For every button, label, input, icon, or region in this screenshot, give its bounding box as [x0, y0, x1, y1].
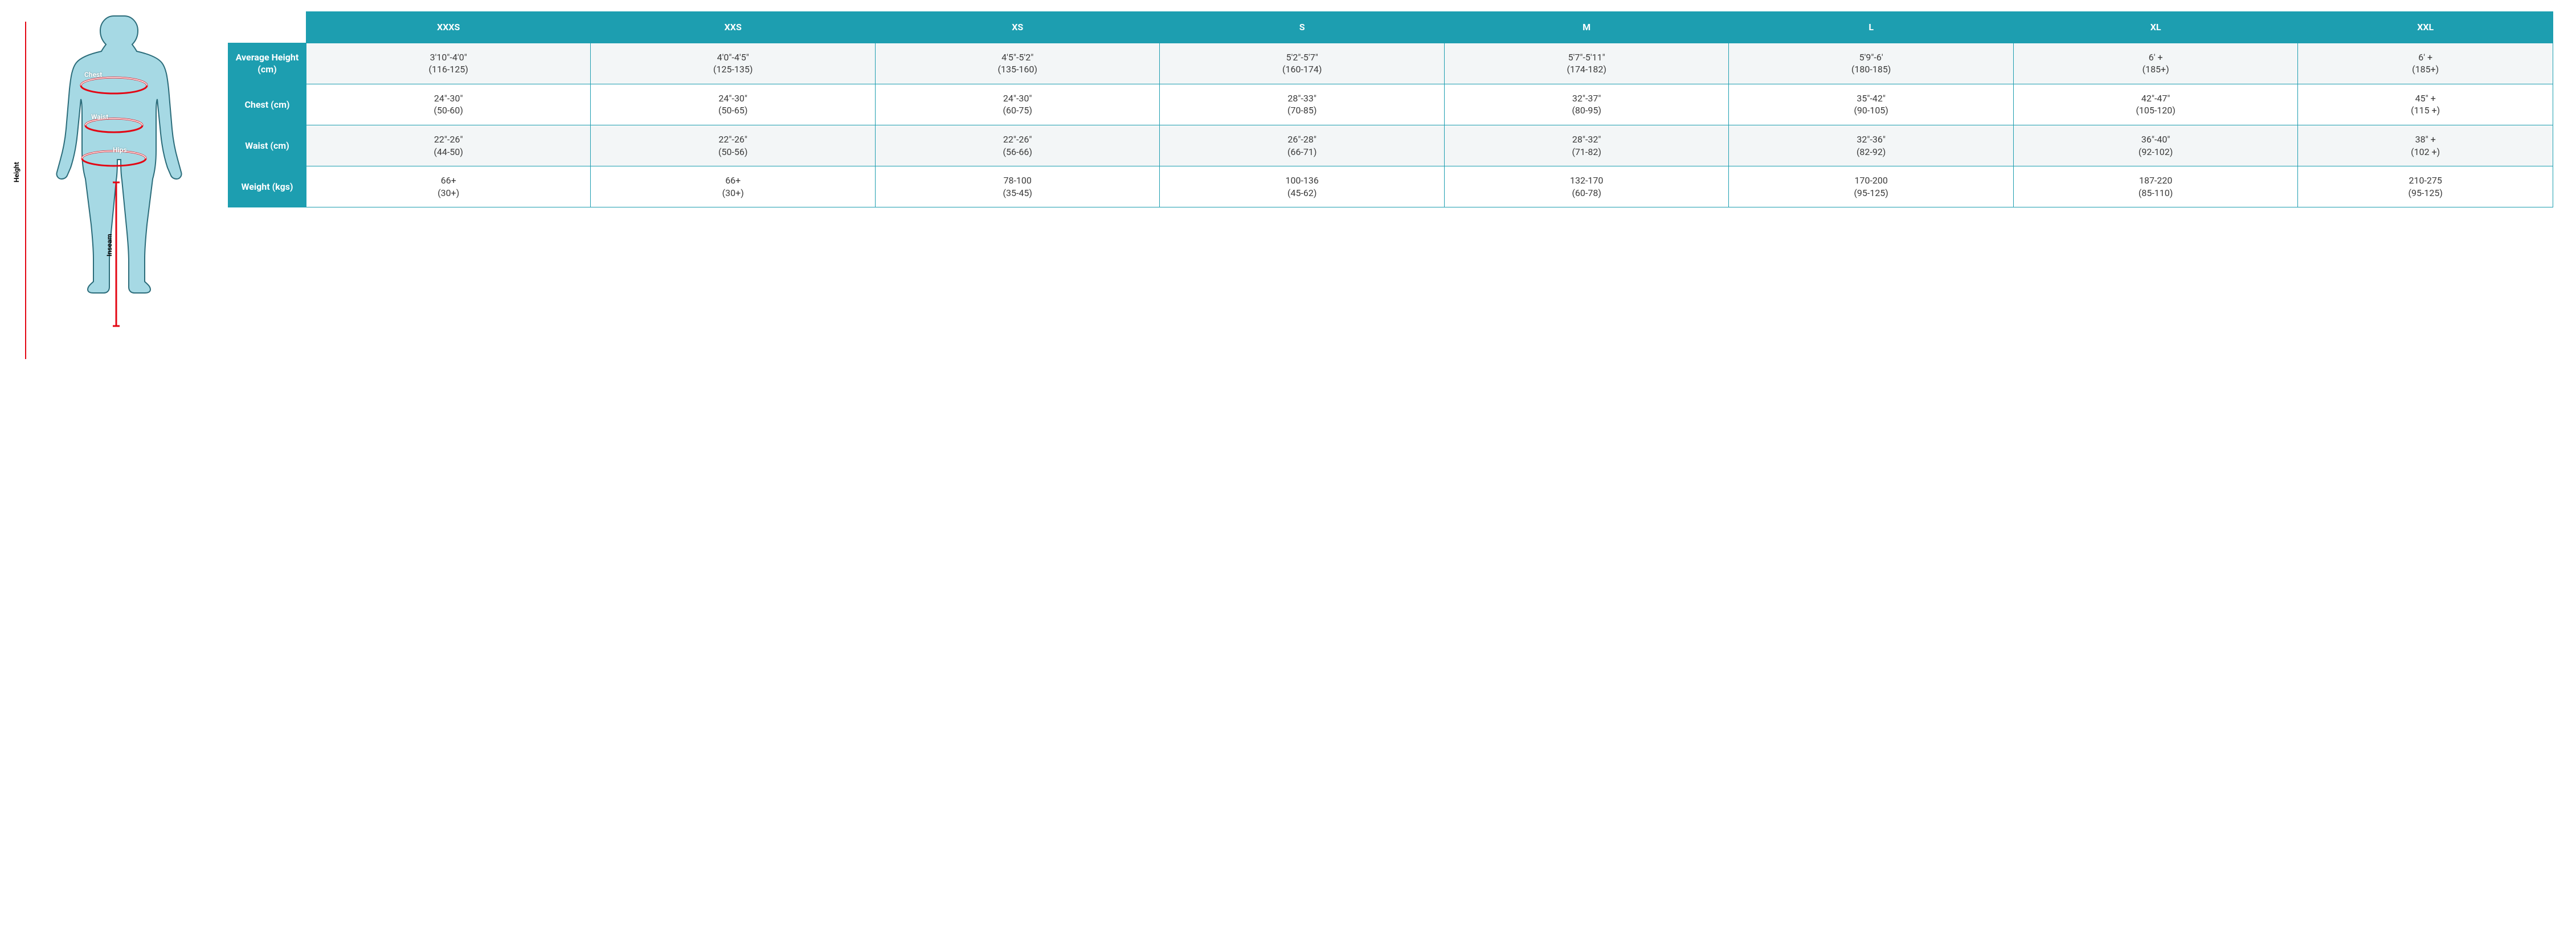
size-col-xxl: XXL — [2298, 12, 2553, 43]
cell: 78-100(35-45) — [875, 166, 1159, 207]
body-diagram: Height Chest Waist Hips Inseam — [23, 11, 194, 359]
size-header-row: XXXS XXS XS S M L XL XXL — [228, 12, 2553, 43]
size-col-l: L — [1729, 12, 2013, 43]
size-col-s: S — [1160, 12, 1444, 43]
cell: 100-136(45-62) — [1160, 166, 1444, 207]
cell: 35"-42"(90-105) — [1729, 84, 2013, 125]
cell: 32"-36"(82-92) — [1729, 125, 2013, 166]
size-col-xxxs: XXXS — [306, 12, 591, 43]
chest-label: Chest — [84, 71, 102, 79]
cell: 5'7"-5'11"(174-182) — [1444, 43, 1728, 84]
cell: 24"-30"(60-75) — [875, 84, 1159, 125]
rowhead-waist: Waist (cm) — [228, 125, 306, 166]
cell: 42"-47"(105-120) — [2013, 84, 2297, 125]
cell: 66+(30+) — [306, 166, 591, 207]
cell: 24"-30"(50-60) — [306, 84, 591, 125]
inseam-label: Inseam — [105, 234, 113, 256]
cell: 28"-32"(71-82) — [1444, 125, 1728, 166]
hips-label: Hips — [113, 146, 127, 154]
waist-label: Waist — [91, 113, 108, 121]
row-waist: Waist (cm) 22"-26"(44-50) 22"-26"(50-56)… — [228, 125, 2553, 166]
size-table: XXXS XXS XS S M L XL XXL Average Height … — [228, 11, 2553, 207]
rowhead-chest: Chest (cm) — [228, 84, 306, 125]
body-silhouette-icon — [46, 11, 182, 353]
row-weight: Weight (kgs) 66+(30+) 66+(30+) 78-100(35… — [228, 166, 2553, 207]
cell: 5'2"-5'7"(160-174) — [1160, 43, 1444, 84]
cell: 22"-26"(44-50) — [306, 125, 591, 166]
row-chest: Chest (cm) 24"-30"(50-60) 24"-30"(50-65)… — [228, 84, 2553, 125]
cell: 187-220(85-110) — [2013, 166, 2297, 207]
cell: 24"-30"(50-65) — [591, 84, 875, 125]
cell: 45" +(115 +) — [2298, 84, 2553, 125]
size-col-xl: XL — [2013, 12, 2297, 43]
rowhead-height: Average Height (cm) — [228, 43, 306, 84]
cell: 32"-37"(80-95) — [1444, 84, 1728, 125]
size-col-xxs: XXS — [591, 12, 875, 43]
size-table-body: Average Height (cm) 3'10"-4'0"(116-125) … — [228, 43, 2553, 207]
cell: 66+(30+) — [591, 166, 875, 207]
size-col-m: M — [1444, 12, 1728, 43]
cell: 6' +(185+) — [2013, 43, 2297, 84]
cell: 38" +(102 +) — [2298, 125, 2553, 166]
cell: 4'5"-5'2"(135-160) — [875, 43, 1159, 84]
row-height: Average Height (cm) 3'10"-4'0"(116-125) … — [228, 43, 2553, 84]
rowhead-weight: Weight (kgs) — [228, 166, 306, 207]
cell: 36"-40"(92-102) — [2013, 125, 2297, 166]
height-label: Height — [13, 162, 21, 182]
cell: 26"-28"(66-71) — [1160, 125, 1444, 166]
cell: 4'0"-4'5"(125-135) — [591, 43, 875, 84]
cell: 22"-26"(56-66) — [875, 125, 1159, 166]
cell: 132-170(60-78) — [1444, 166, 1728, 207]
cell: 3'10"-4'0"(116-125) — [306, 43, 591, 84]
size-col-xs: XS — [875, 12, 1159, 43]
cell: 5'9"-6'(180-185) — [1729, 43, 2013, 84]
corner-cell — [228, 12, 306, 43]
cell: 210-275(95-125) — [2298, 166, 2553, 207]
height-rule-line — [25, 22, 26, 359]
size-chart-page: Height Chest Waist Hips Inseam — [0, 0, 2576, 370]
cell: 170-200(95-125) — [1729, 166, 2013, 207]
cell: 28"-33"(70-85) — [1160, 84, 1444, 125]
cell: 22"-26"(50-56) — [591, 125, 875, 166]
cell: 6' +(185+) — [2298, 43, 2553, 84]
